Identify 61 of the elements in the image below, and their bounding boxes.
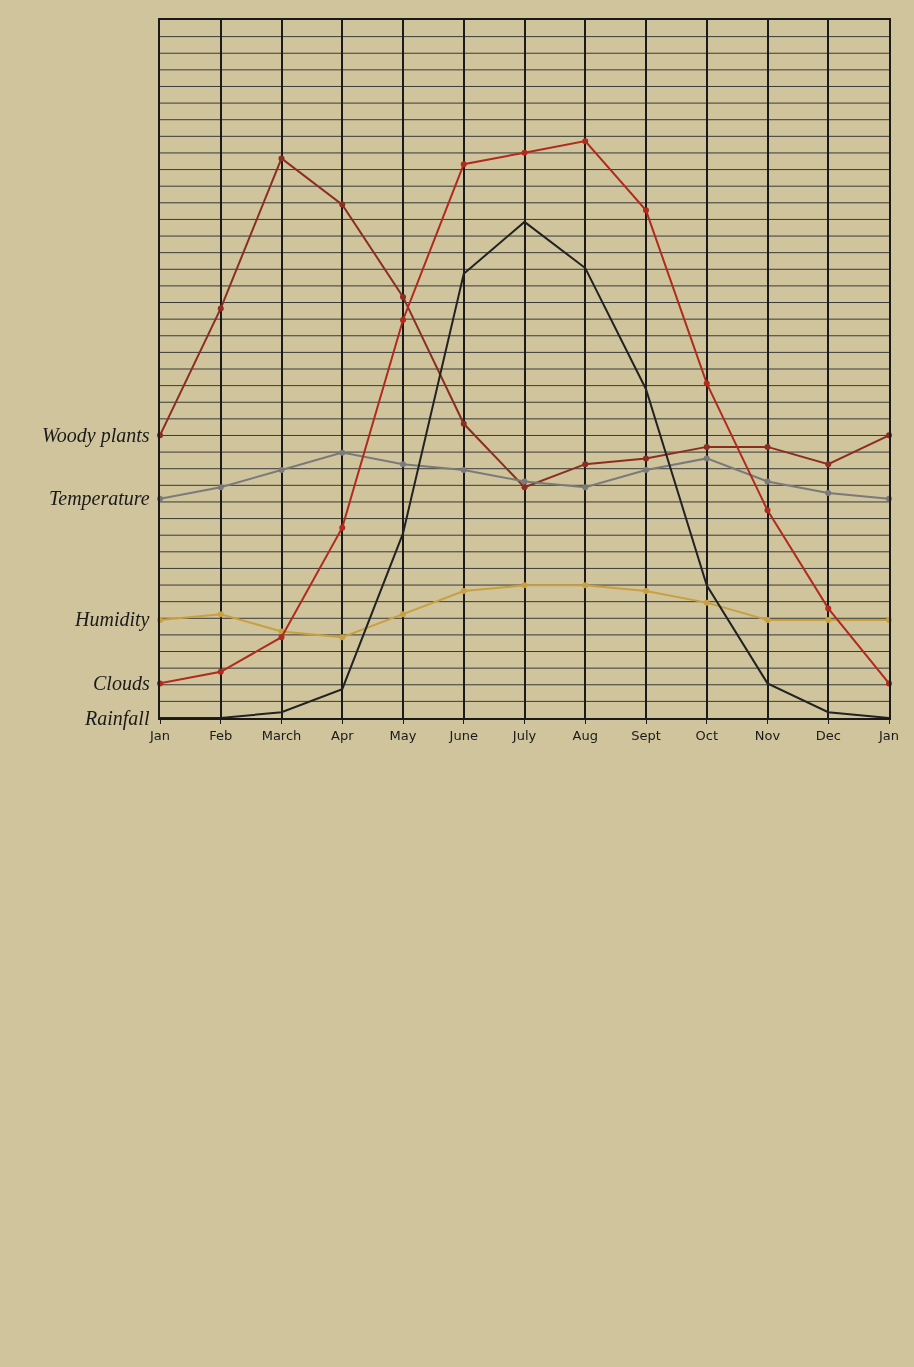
point bbox=[278, 155, 285, 162]
point bbox=[764, 478, 771, 485]
point bbox=[703, 599, 710, 606]
series-label: Clouds bbox=[93, 672, 150, 694]
point bbox=[217, 305, 224, 312]
x-tick-label: Jan bbox=[148, 727, 171, 743]
x-tick-label: Feb bbox=[209, 727, 233, 743]
point bbox=[764, 443, 771, 450]
point bbox=[217, 484, 224, 491]
point bbox=[825, 616, 832, 623]
x-tick-label: Nov bbox=[754, 727, 781, 743]
point bbox=[400, 293, 406, 300]
point bbox=[582, 582, 589, 589]
x-tick-label: Sept bbox=[631, 727, 661, 743]
point bbox=[703, 455, 710, 462]
point bbox=[460, 466, 467, 473]
point bbox=[460, 161, 467, 168]
x-tick-label: Jan bbox=[877, 727, 900, 743]
point bbox=[825, 461, 832, 468]
point bbox=[703, 443, 710, 450]
point bbox=[764, 507, 771, 514]
x-tick-label: Apr bbox=[331, 727, 355, 743]
point bbox=[521, 149, 528, 156]
point bbox=[460, 420, 467, 427]
series-label: Woody plants bbox=[42, 424, 150, 447]
point bbox=[339, 524, 346, 531]
point bbox=[400, 461, 406, 468]
point bbox=[339, 634, 346, 641]
series-label: Temperature bbox=[49, 487, 150, 510]
point bbox=[764, 616, 771, 623]
x-tick-label: June bbox=[448, 727, 478, 743]
point bbox=[825, 605, 832, 612]
x-tick-label: Oct bbox=[695, 727, 718, 743]
point bbox=[339, 449, 346, 456]
x-tick-label: Dec bbox=[815, 727, 841, 743]
series-label: Humidity bbox=[74, 608, 150, 631]
x-tick-label: March bbox=[261, 727, 302, 743]
point bbox=[521, 582, 528, 589]
point bbox=[217, 668, 224, 675]
series-label: Rainfall bbox=[84, 707, 150, 730]
point bbox=[703, 380, 710, 387]
point bbox=[400, 316, 406, 323]
point bbox=[582, 461, 589, 468]
point bbox=[400, 611, 406, 618]
point bbox=[339, 201, 346, 208]
x-tick-label: May bbox=[389, 727, 417, 743]
point bbox=[521, 478, 528, 485]
point bbox=[460, 588, 467, 595]
point bbox=[643, 455, 649, 462]
point bbox=[278, 634, 285, 641]
x-tick-label: Aug bbox=[572, 727, 598, 743]
point bbox=[643, 207, 649, 214]
point bbox=[582, 484, 589, 491]
point bbox=[643, 466, 649, 473]
point bbox=[582, 138, 589, 145]
point bbox=[278, 466, 285, 473]
point bbox=[521, 484, 528, 491]
point bbox=[217, 611, 224, 618]
x-tick-label: July bbox=[511, 727, 537, 743]
point bbox=[643, 588, 649, 595]
point bbox=[825, 490, 832, 497]
